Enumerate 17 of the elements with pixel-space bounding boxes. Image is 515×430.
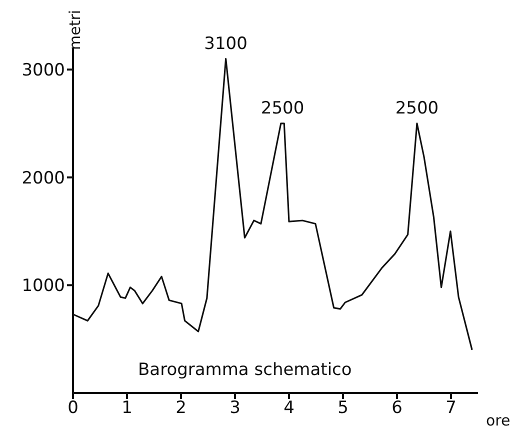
x-tick-label: 2 [176, 398, 186, 418]
annotation: Barogramma schematico [138, 360, 352, 380]
x-tick-label: 6 [392, 398, 402, 418]
annotation: 2500 [260, 98, 304, 118]
x-axis-title: ore [486, 411, 510, 430]
y-tick-label: 2000 [22, 168, 65, 188]
x-tick-label: 3 [230, 398, 240, 418]
x-tick-label: 7 [446, 398, 456, 418]
y-tick-label: 3000 [22, 60, 65, 81]
x-tick-label: 0 [68, 398, 78, 418]
y-tick-label: 1000 [22, 276, 65, 296]
x-tick-label: 1 [122, 398, 132, 418]
x-tick-label: 5 [338, 398, 348, 418]
annotation: 2500 [395, 98, 439, 118]
x-tick-label: 4 [284, 398, 294, 418]
annotation: 3100 [204, 34, 248, 54]
y-axis-title: metri [66, 10, 84, 50]
